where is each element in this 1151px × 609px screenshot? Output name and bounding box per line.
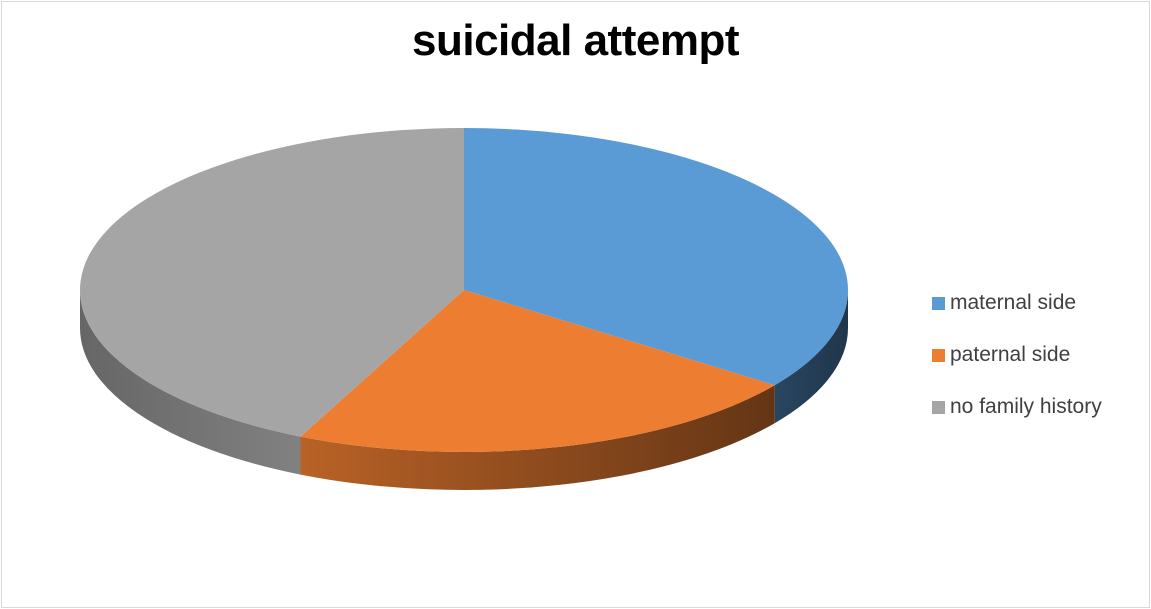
pie-slice-maternal [464, 128, 849, 386]
legend: maternal side paternal side no family hi… [932, 290, 1102, 446]
legend-item-no-family: no family history [932, 394, 1102, 420]
legend-swatch-paternal [932, 348, 945, 362]
pie-slice-paternal [300, 290, 775, 452]
legend-label-paternal: paternal side [950, 343, 1071, 366]
chart-title: suicidal attempt [412, 16, 739, 65]
legend-swatch-no-family [932, 400, 945, 414]
legend-item-paternal: paternal side [932, 342, 1102, 368]
pie-slice-no-family [79, 127, 465, 437]
legend-label-no-family: no family history [950, 395, 1102, 418]
legend-item-maternal: maternal side [932, 290, 1102, 316]
pie-side-maternal [774, 290, 848, 424]
legend-swatch-maternal [932, 296, 945, 310]
legend-label-maternal: maternal side [950, 291, 1077, 314]
pie-side-no-family [80, 290, 301, 475]
pie-side-paternal [300, 385, 775, 490]
